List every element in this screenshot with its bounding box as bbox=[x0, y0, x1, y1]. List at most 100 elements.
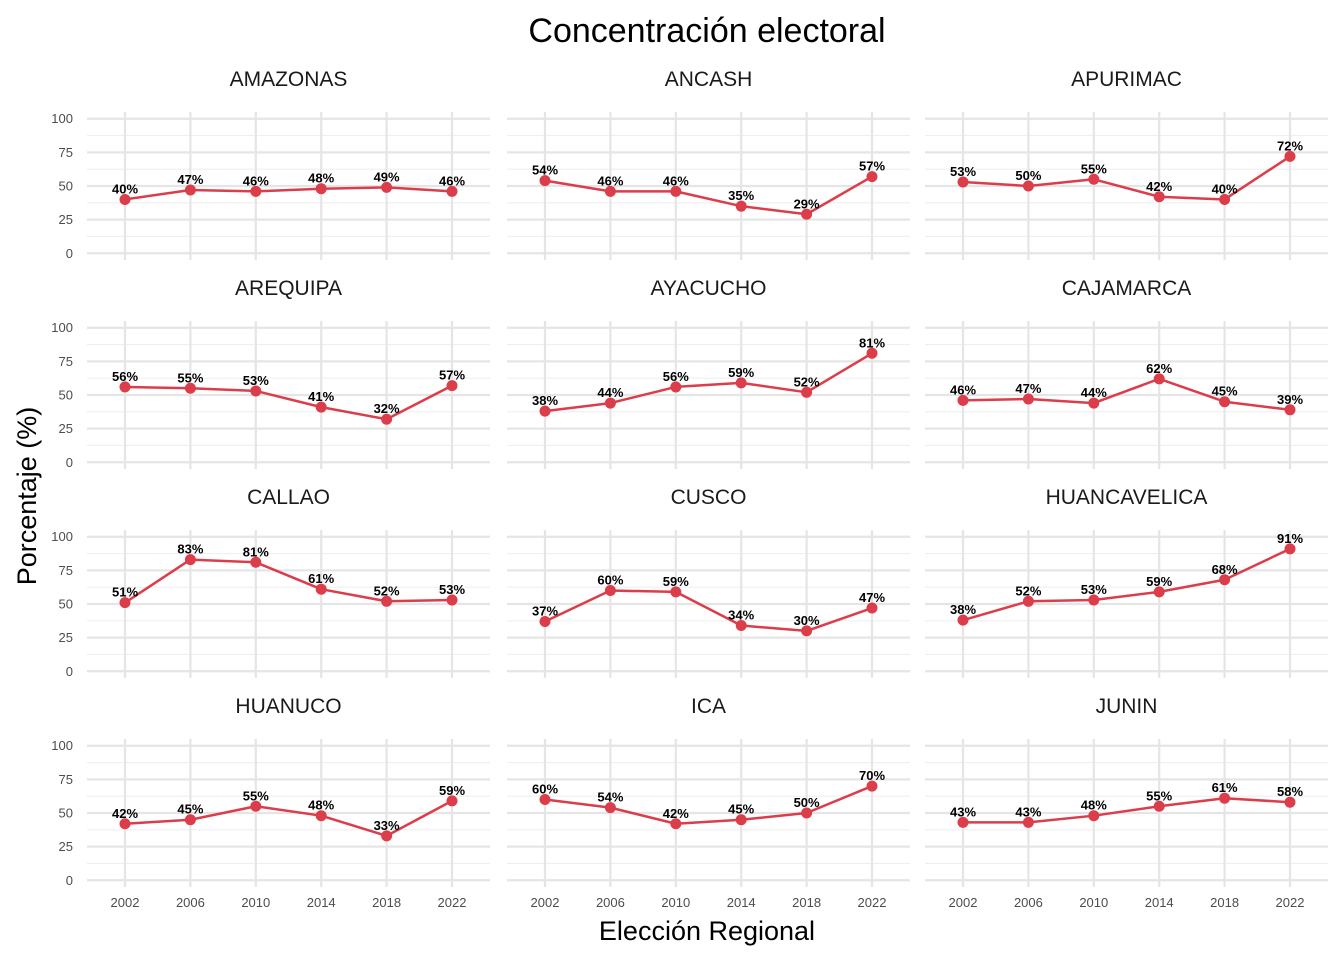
data-point bbox=[1153, 191, 1165, 203]
y-tick-label: 25 bbox=[59, 421, 73, 436]
facet-strip-label: HUANUCO bbox=[235, 695, 341, 718]
y-tick-label: 0 bbox=[66, 873, 73, 888]
y-tick-label: 0 bbox=[66, 246, 73, 261]
data-point bbox=[957, 394, 969, 406]
data-label: 48% bbox=[308, 171, 334, 186]
data-label: 52% bbox=[794, 374, 820, 389]
facet-strip-label: HUANCAVELICA bbox=[1046, 486, 1208, 509]
y-tick-label: 100 bbox=[51, 738, 73, 753]
facet-panel: AYACUCHO 38% 44% 56% 59% 52% 81% bbox=[507, 277, 910, 469]
data-point bbox=[670, 818, 682, 830]
data-point bbox=[1284, 543, 1296, 555]
data-point bbox=[801, 386, 813, 398]
facet-panel: ANCASH 54% 46% 46% 35% 29% 57% bbox=[507, 68, 910, 260]
data-point bbox=[446, 795, 458, 807]
y-tick-label: 0 bbox=[66, 455, 73, 470]
series-line bbox=[544, 589, 873, 633]
data-point bbox=[119, 818, 131, 830]
facet-strip-label: APURIMAC bbox=[1071, 68, 1182, 91]
facet-strip-label: AYACUCHO bbox=[651, 277, 767, 300]
data-point bbox=[1219, 574, 1231, 586]
data-label: 29% bbox=[794, 196, 820, 211]
x-tick-label: 2018 bbox=[372, 895, 401, 910]
data-label: 47% bbox=[1015, 381, 1041, 396]
data-label: 40% bbox=[112, 181, 138, 196]
data-label: 37% bbox=[532, 603, 558, 618]
data-label: 54% bbox=[597, 790, 623, 805]
facet-panel: CAJAMARCA 46% 47% 44% 62% 45% 39% bbox=[925, 277, 1328, 469]
facet-strip-label: AMAZONAS bbox=[230, 68, 348, 91]
data-point bbox=[446, 380, 458, 392]
facet-panel: CUSCO 37% 60% 59% 34% 30% 47% bbox=[507, 486, 910, 678]
data-label: 42% bbox=[112, 806, 138, 821]
y-tick-label: 25 bbox=[59, 630, 73, 645]
data-point bbox=[381, 181, 393, 193]
data-point bbox=[670, 381, 682, 393]
data-point bbox=[446, 594, 458, 606]
y-tick-label: 50 bbox=[59, 179, 73, 194]
series-line bbox=[962, 547, 1291, 622]
data-point bbox=[250, 385, 262, 397]
facet-strip-label: CAJAMARCA bbox=[1062, 277, 1192, 300]
series-line bbox=[544, 784, 873, 826]
data-label: 39% bbox=[1277, 392, 1303, 407]
data-point bbox=[539, 405, 551, 417]
data-point bbox=[1088, 397, 1100, 409]
x-tick-label: 2014 bbox=[307, 895, 336, 910]
facet-strip-label: AREQUIPA bbox=[235, 277, 342, 300]
data-label: 45% bbox=[1212, 384, 1238, 399]
data-label: 42% bbox=[663, 806, 689, 821]
data-label: 60% bbox=[597, 573, 623, 588]
data-point bbox=[315, 810, 327, 822]
data-point bbox=[735, 377, 747, 389]
x-tick-label: 2006 bbox=[596, 895, 625, 910]
x-tick-label: 2018 bbox=[792, 895, 821, 910]
data-label: 55% bbox=[177, 370, 203, 385]
data-label: 50% bbox=[794, 795, 820, 810]
y-tick-label: 100 bbox=[51, 111, 73, 126]
y-tick-label: 25 bbox=[59, 839, 73, 854]
data-point bbox=[735, 200, 747, 212]
data-label: 51% bbox=[112, 585, 138, 600]
y-tick-label: 75 bbox=[59, 563, 73, 578]
facet-strip-label: CALLAO bbox=[247, 486, 330, 509]
y-tick-label: 100 bbox=[51, 529, 73, 544]
data-label: 48% bbox=[1081, 798, 1107, 813]
y-axis-title: Porcentaje (%) bbox=[12, 407, 42, 586]
data-label: 68% bbox=[1212, 562, 1238, 577]
data-label: 59% bbox=[663, 574, 689, 589]
data-point bbox=[957, 614, 969, 626]
data-label: 45% bbox=[728, 802, 754, 817]
data-point bbox=[670, 185, 682, 197]
data-point bbox=[1219, 792, 1231, 804]
data-label: 46% bbox=[950, 382, 976, 397]
series-line bbox=[124, 384, 453, 421]
data-point bbox=[184, 184, 196, 196]
data-point bbox=[1088, 173, 1100, 185]
data-point bbox=[957, 816, 969, 828]
data-point bbox=[1153, 800, 1165, 812]
series-line bbox=[124, 799, 453, 838]
data-point bbox=[866, 602, 878, 614]
y-tick-label: 50 bbox=[59, 597, 73, 612]
y-tick-label: 75 bbox=[59, 354, 73, 369]
data-label: 57% bbox=[439, 368, 465, 383]
data-point bbox=[250, 800, 262, 812]
data-point bbox=[1284, 150, 1296, 162]
data-label: 47% bbox=[859, 590, 885, 605]
data-point bbox=[1153, 586, 1165, 598]
data-label: 33% bbox=[374, 818, 400, 833]
data-point bbox=[119, 381, 131, 393]
data-label: 70% bbox=[859, 768, 885, 783]
data-point bbox=[1088, 810, 1100, 822]
data-label: 46% bbox=[439, 173, 465, 188]
data-point bbox=[1022, 816, 1034, 828]
data-label: 38% bbox=[950, 602, 976, 617]
x-tick-label: 2010 bbox=[1079, 895, 1108, 910]
data-label: 56% bbox=[112, 369, 138, 384]
data-label: 60% bbox=[532, 782, 558, 797]
data-point bbox=[604, 802, 616, 814]
data-label: 42% bbox=[1146, 179, 1172, 194]
data-label: 59% bbox=[728, 365, 754, 380]
y-tick-label: 75 bbox=[59, 772, 73, 787]
